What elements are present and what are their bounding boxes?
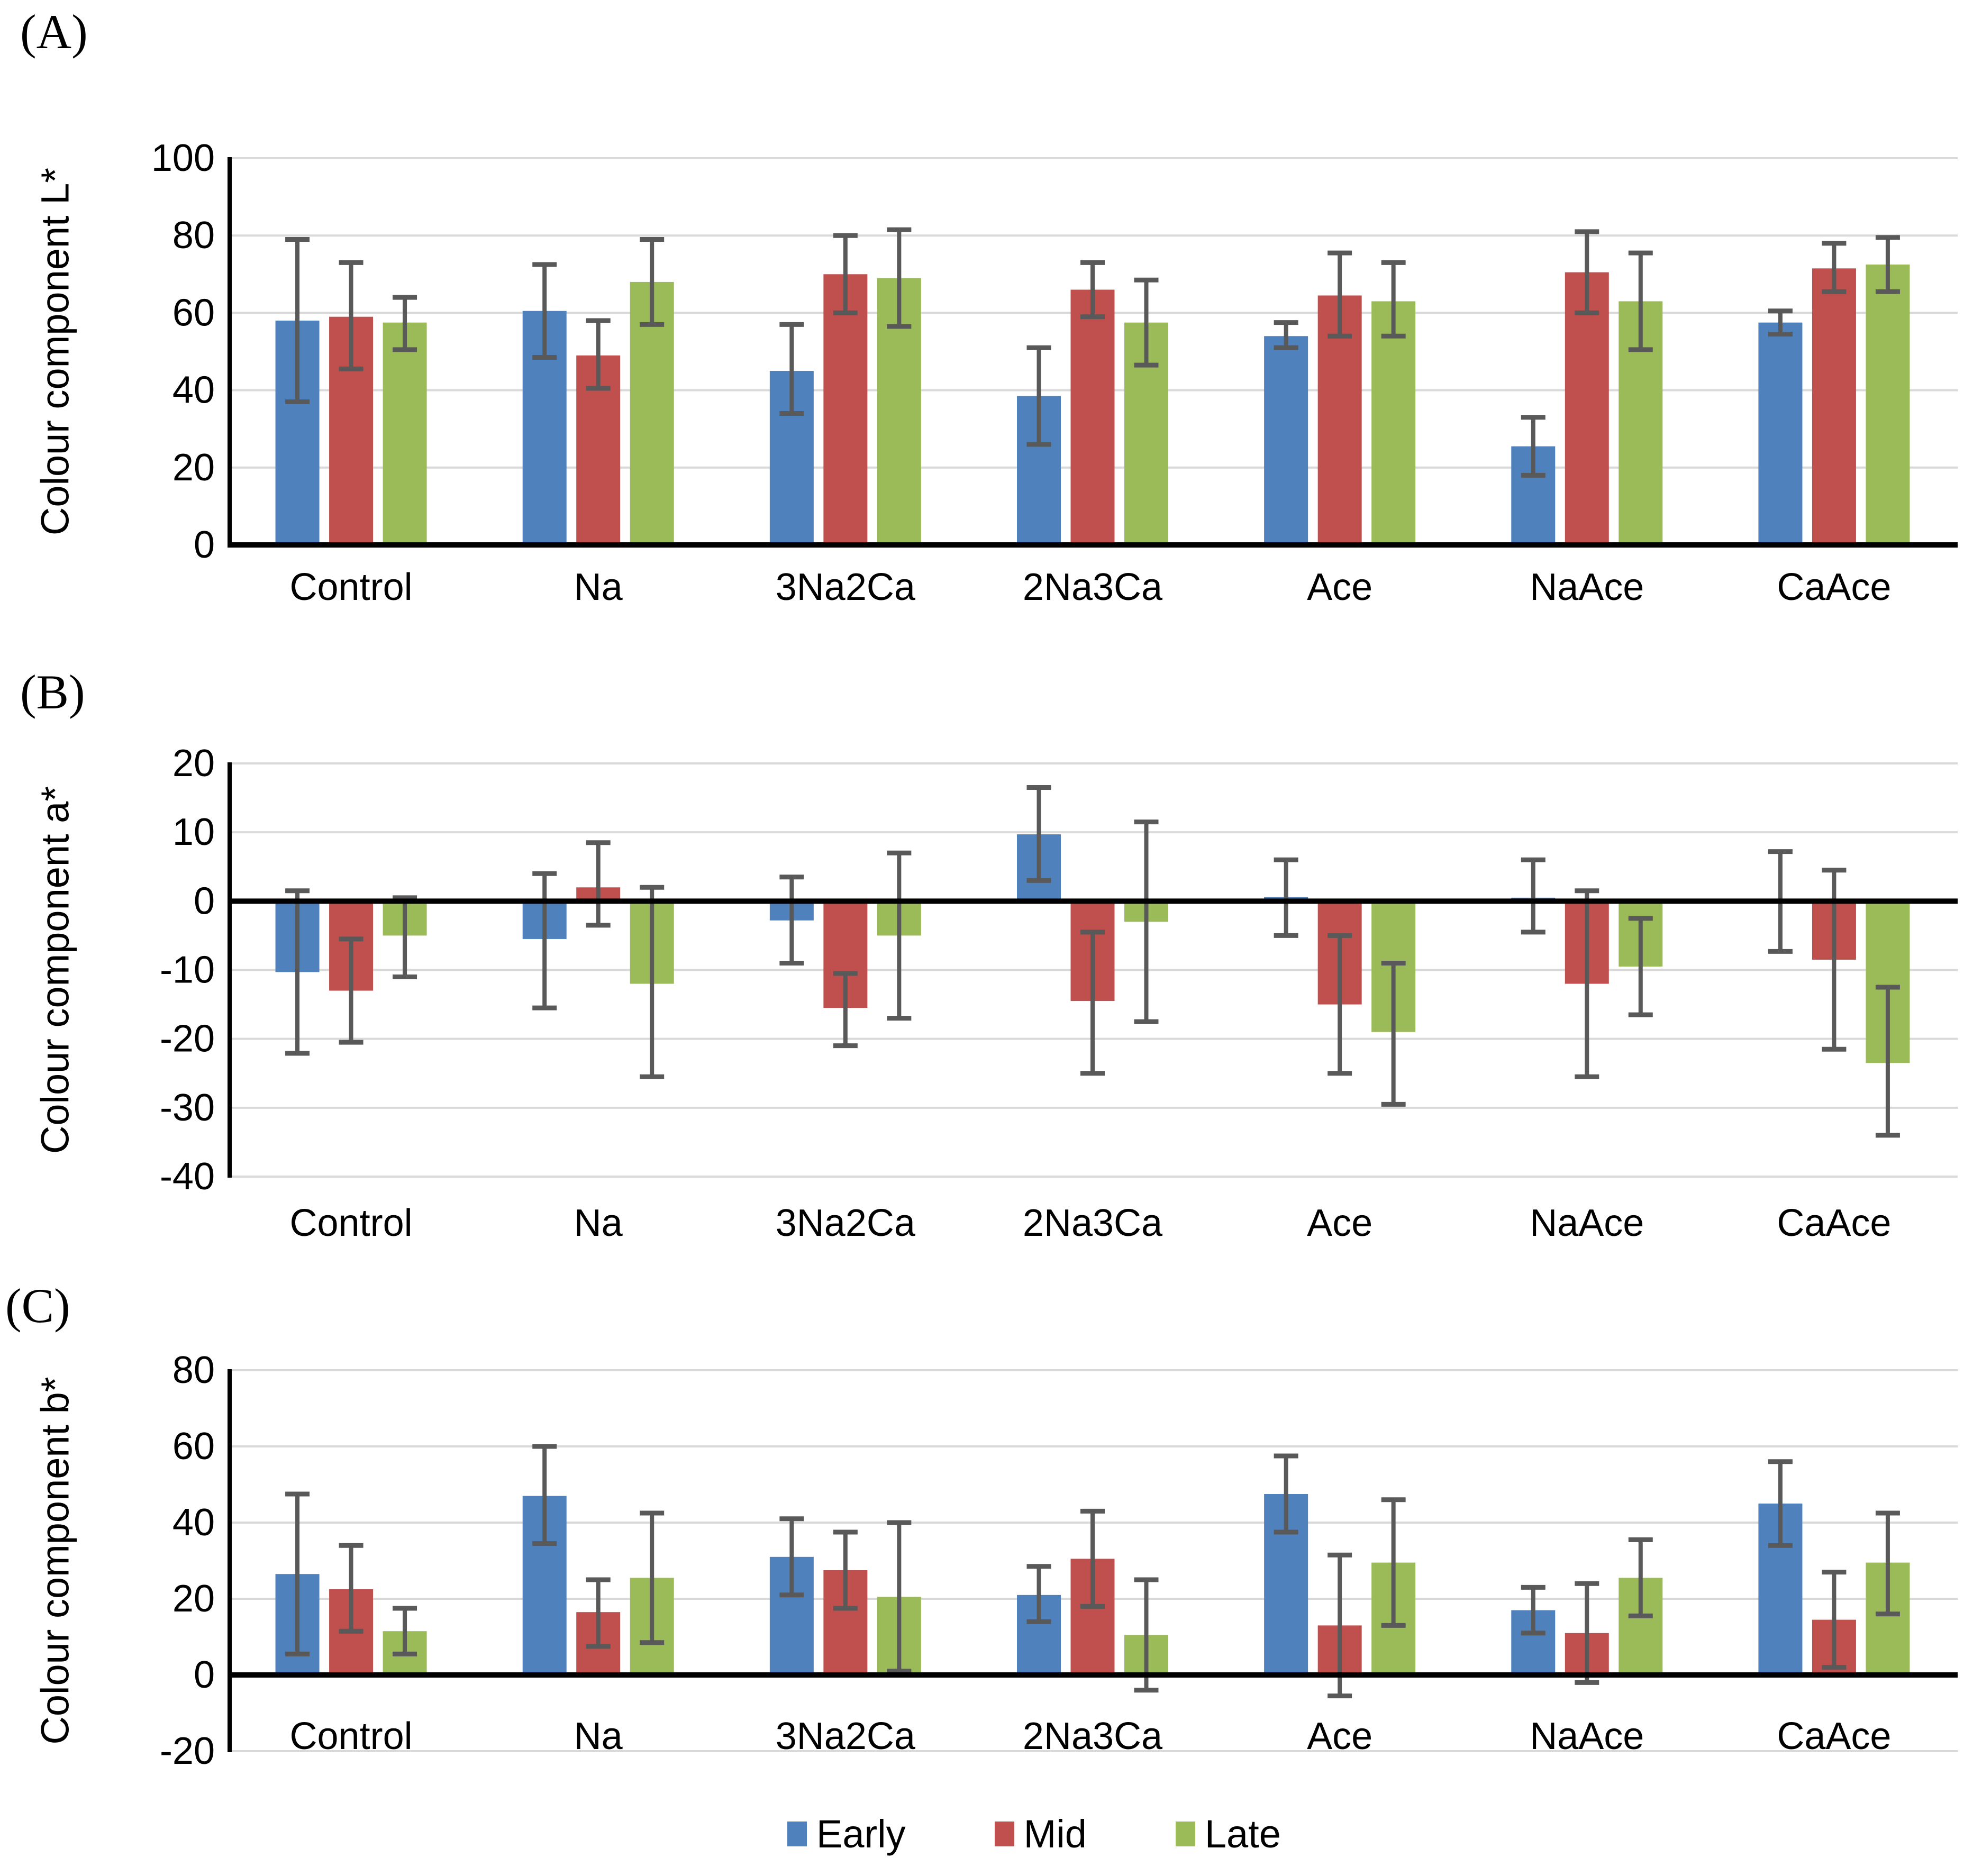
x-category-label: NaAce [1530, 1715, 1644, 1757]
y-tick-label: -20 [160, 1018, 215, 1060]
y-tick-label: 0 [194, 524, 215, 566]
panel-label-b: (B) [20, 665, 85, 719]
x-category-label: 3Na2Ca [776, 1715, 916, 1757]
y-tick-label: 100 [151, 137, 215, 179]
panel-label-a: (A) [20, 5, 88, 59]
x-category-label: NaAce [1530, 566, 1644, 608]
chart-legend: Early Mid Late [787, 1811, 1281, 1856]
x-category-label: CaAce [1777, 566, 1891, 608]
y-tick-label: 40 [172, 1501, 215, 1544]
x-category-label: Control [290, 1202, 413, 1244]
x-category-label: 3Na2Ca [776, 566, 916, 608]
bar-mid [823, 274, 868, 545]
y-tick-label: 10 [172, 811, 215, 853]
x-category-label: 3Na2Ca [776, 1202, 916, 1244]
bar-early [1264, 336, 1308, 545]
bar-late [1371, 301, 1416, 545]
y-tick-label: 40 [172, 369, 215, 412]
legend-item-early: Early [787, 1811, 906, 1856]
y-tick-label: 60 [172, 1425, 215, 1468]
bar-mid [1070, 289, 1115, 545]
x-category-label: Na [574, 1715, 623, 1757]
x-category-label: Ace [1307, 1202, 1372, 1244]
x-category-label: Ace [1307, 566, 1372, 608]
legend-swatch-early [787, 1822, 807, 1846]
legend-swatch-late [1175, 1822, 1195, 1846]
y-tick-label: 0 [194, 880, 215, 922]
bar-mid [1812, 268, 1856, 545]
y-axis-title: Colour component b* [33, 1377, 77, 1744]
y-tick-label: 80 [172, 214, 215, 257]
y-tick-label: 60 [172, 292, 215, 334]
y-tick-label: -40 [160, 1155, 215, 1198]
x-category-label: CaAce [1777, 1715, 1891, 1757]
legend-item-late: Late [1175, 1811, 1281, 1856]
bar-mid [1565, 272, 1609, 545]
x-category-label: 2Na3Ca [1023, 566, 1163, 608]
legend-item-mid: Mid [994, 1811, 1087, 1856]
y-axis-title: Colour component a* [33, 786, 77, 1154]
y-axis-title: Colour component L* [33, 168, 77, 535]
x-category-label: CaAce [1777, 1202, 1891, 1244]
y-tick-label: 20 [172, 447, 215, 489]
y-tick-label: -10 [160, 949, 215, 991]
legend-swatch-mid [994, 1822, 1014, 1846]
legend-label-late: Late [1204, 1812, 1281, 1856]
panel-label-c: (C) [5, 1279, 70, 1333]
y-tick-label: -20 [160, 1730, 215, 1772]
x-category-label: 2Na3Ca [1023, 1715, 1163, 1757]
legend-label-early: Early [816, 1812, 906, 1856]
y-tick-label: -30 [160, 1087, 215, 1129]
y-tick-label: 0 [194, 1654, 215, 1696]
bar-late [383, 322, 427, 545]
x-category-label: Na [574, 566, 623, 608]
x-category-label: Control [290, 1715, 413, 1757]
bar-late [1866, 265, 1910, 545]
x-category-label: 2Na3Ca [1023, 1202, 1163, 1244]
y-tick-label: 20 [172, 1578, 215, 1620]
legend-label-mid: Mid [1023, 1812, 1087, 1856]
x-category-label: Na [574, 1202, 623, 1244]
x-category-label: Ace [1307, 1715, 1372, 1757]
x-category-label: Control [290, 566, 413, 608]
y-tick-label: 80 [172, 1349, 215, 1391]
x-category-label: NaAce [1530, 1202, 1644, 1244]
bar-early [1758, 322, 1803, 545]
y-tick-label: 20 [172, 742, 215, 785]
